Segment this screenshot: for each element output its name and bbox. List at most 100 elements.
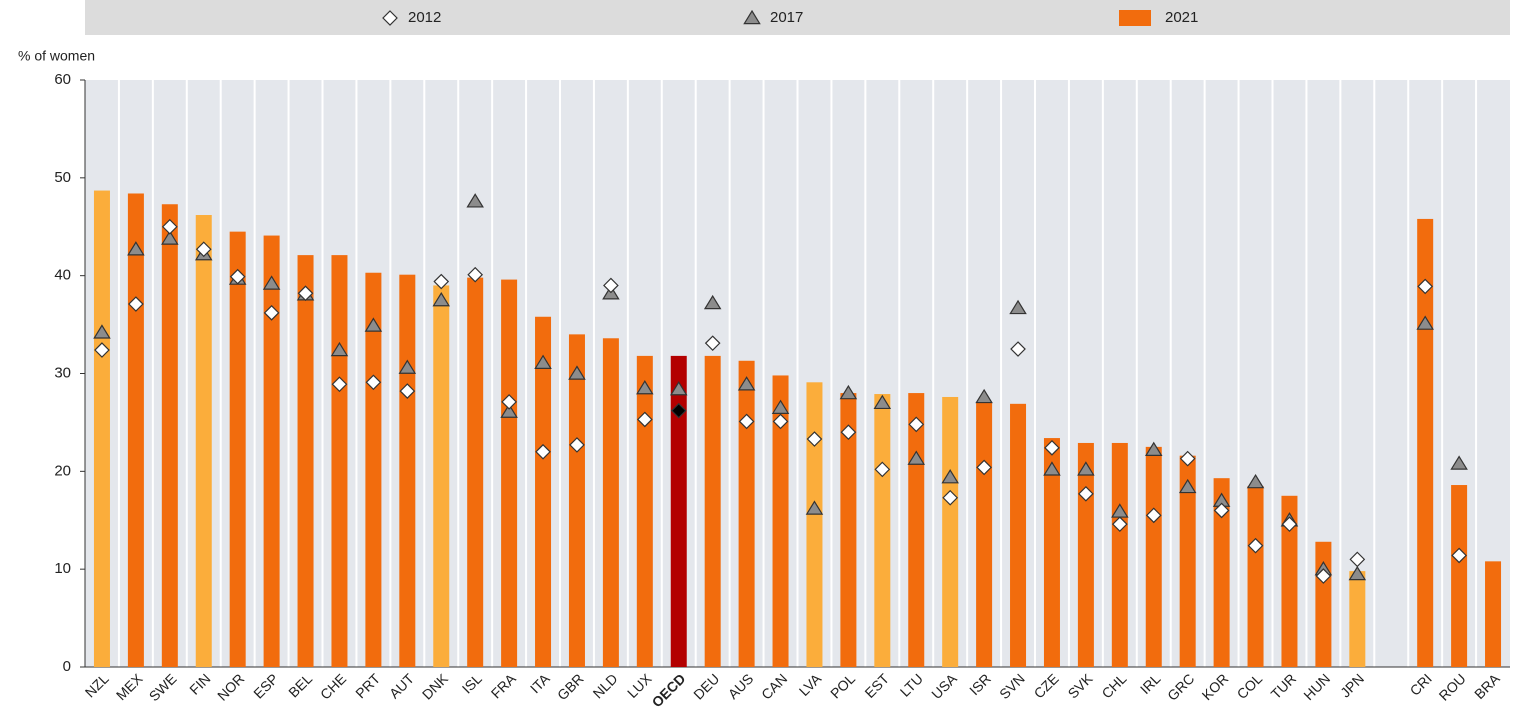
- bar: [942, 396, 959, 667]
- bar: [1043, 438, 1060, 667]
- y-tick-label: 50: [54, 169, 71, 186]
- x-tick-label: DNK: [419, 670, 452, 703]
- marker-2012: [467, 266, 484, 283]
- legend-marker: [743, 9, 761, 25]
- legend-marker: [1119, 10, 1151, 26]
- x-tick-label: BEL: [285, 670, 315, 700]
- x-tick-label: ESP: [250, 670, 281, 701]
- x-tick-label: LVA: [796, 670, 825, 699]
- bar: [1213, 478, 1230, 667]
- bar: [365, 272, 382, 667]
- x-tick-label: FIN: [186, 670, 213, 697]
- x-tick-label: NZL: [82, 670, 112, 700]
- marker-2012: [874, 461, 891, 478]
- x-tick-label: DEU: [690, 670, 722, 702]
- x-tick-label: MEX: [113, 670, 146, 703]
- x-tick-label: CHL: [1098, 670, 1129, 701]
- x-tick-label: KOR: [1199, 670, 1232, 703]
- x-tick-label: ROU: [1436, 670, 1469, 703]
- bar: [1145, 446, 1162, 667]
- bar: [1077, 442, 1094, 667]
- legend-label: 2012: [408, 9, 441, 26]
- bar: [1349, 571, 1366, 667]
- marker-2012: [1417, 278, 1434, 295]
- legend-marker: [382, 10, 398, 26]
- x-tick-label: COL: [1234, 670, 1266, 702]
- marker-2012: [433, 273, 450, 290]
- bar: [263, 235, 280, 667]
- bar: [806, 382, 823, 667]
- marker-2017: [805, 500, 824, 515]
- marker-2012: [1179, 450, 1196, 467]
- marker-2017: [737, 376, 756, 391]
- x-tick-label: USA: [928, 670, 960, 702]
- bar: [1451, 485, 1468, 667]
- marker-2017: [839, 384, 858, 400]
- marker-2017: [1348, 565, 1367, 581]
- bar: [908, 393, 925, 667]
- x-tick-label: ISL: [459, 670, 485, 696]
- marker-2012: [603, 277, 619, 294]
- bar: [840, 393, 857, 667]
- bar: [874, 394, 891, 667]
- marker-2017: [703, 294, 722, 310]
- marker-2012: [1349, 551, 1366, 568]
- legend-label: 2021: [1165, 9, 1198, 26]
- x-tick-label: CHE: [317, 670, 349, 702]
- bar: [399, 274, 416, 667]
- x-tick-label: CZE: [1031, 670, 1062, 701]
- marker-2017: [636, 380, 654, 395]
- marker-2017: [1178, 478, 1197, 494]
- x-tick-label: GBR: [554, 670, 587, 703]
- bar: [535, 316, 552, 667]
- bar: [1179, 455, 1196, 667]
- marker-2012: [297, 285, 314, 302]
- marker-2012: [772, 413, 789, 430]
- marker-2017: [1009, 299, 1027, 315]
- bar: [297, 255, 314, 667]
- marker-2012: [161, 218, 178, 235]
- bar: [1247, 486, 1264, 667]
- x-tick-label: HUN: [1300, 670, 1333, 703]
- bar: [670, 355, 687, 667]
- bar: [195, 215, 212, 667]
- marker-2012: [636, 411, 653, 428]
- x-tick-label: NOR: [214, 670, 247, 703]
- x-tick-label: FRA: [488, 670, 520, 702]
- marker-2017: [500, 403, 518, 418]
- marker-2017: [669, 381, 688, 396]
- x-tick-label: NLD: [590, 670, 621, 701]
- marker-2012: [399, 383, 416, 399]
- y-tick-label: 60: [54, 71, 71, 88]
- marker-2017: [93, 324, 111, 339]
- x-tick-label: IRL: [1137, 670, 1164, 697]
- marker-2017: [941, 469, 959, 484]
- marker-2012: [263, 304, 280, 321]
- x-tick-label: CRI: [1407, 670, 1435, 698]
- marker-2017: [873, 394, 892, 410]
- x-tick-label: ITA: [527, 670, 553, 696]
- x-tick-label: GRC: [1164, 670, 1197, 703]
- bar: [636, 355, 653, 667]
- bar: [772, 375, 789, 667]
- x-tick-label: ISR: [966, 670, 994, 698]
- marker-2012: [128, 296, 144, 312]
- y-tick-label: 40: [54, 267, 71, 284]
- marker-2012: [1111, 516, 1128, 533]
- marker-2017: [161, 230, 179, 245]
- marker-2017: [1077, 461, 1095, 476]
- marker-2017: [1450, 455, 1468, 470]
- legend-band: [85, 0, 1510, 35]
- bar: [738, 360, 755, 667]
- x-tick-label: SVK: [1065, 670, 1097, 702]
- bar: [229, 231, 246, 667]
- x-tick-label: SVN: [996, 670, 1028, 702]
- marker-2017: [1144, 441, 1163, 457]
- marker-2017: [568, 365, 586, 380]
- marker-2017: [1416, 315, 1434, 330]
- marker-2017: [466, 193, 484, 208]
- marker-2017: [262, 275, 281, 290]
- bar: [433, 285, 450, 667]
- bar: [602, 338, 619, 667]
